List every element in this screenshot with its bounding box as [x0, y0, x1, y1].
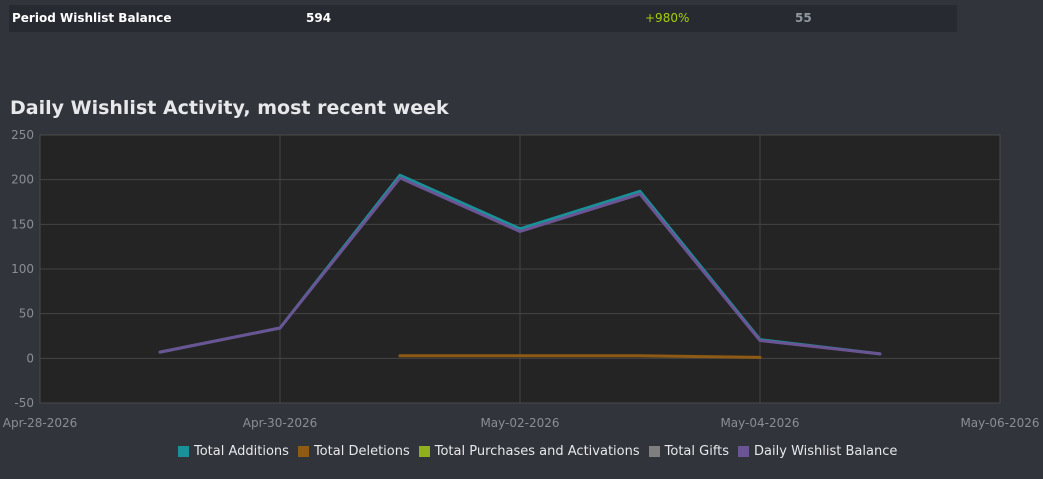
series-line-daily-wishlist-balance [158, 176, 882, 356]
legend-label: Total Gifts [664, 443, 730, 459]
y-tick-label: 250 [11, 128, 34, 142]
legend-swatch [178, 445, 189, 457]
summary-change: +980% [645, 11, 690, 25]
legend-swatch [297, 445, 309, 457]
summary-row-period-wishlist-balance: Period Wishlist Balance 594 +980% 55 [9, 5, 957, 32]
y-tick-label: 0 [26, 351, 34, 365]
legend-item-total-deletions[interactable]: Total Deletions [297, 443, 410, 459]
y-tick-label: 150 [11, 217, 34, 231]
summary-value: 594 [306, 11, 332, 25]
x-tick-label: Apr-28-2026 [3, 416, 77, 430]
series-line-total-deletions [398, 354, 762, 359]
x-tick-label: May-04-2026 [720, 416, 799, 430]
y-tick-label: 100 [11, 262, 34, 276]
summary-extra: 55 [795, 11, 812, 25]
summary-label: Period Wishlist Balance [12, 11, 172, 25]
legend-item-daily-wishlist-balance[interactable]: Daily Wishlist Balance [738, 444, 897, 459]
x-tick-label: May-06-2026 [960, 416, 1039, 430]
y-tick-label: 50 [19, 307, 34, 321]
chart-legend: Total Additions Total Deletions Total Purc… [178, 440, 906, 462]
legend-label: Total Deletions [313, 443, 410, 459]
legend-label: Total Purchases and Activations [434, 443, 640, 459]
legend-swatch [738, 445, 750, 457]
y-tick-label: 200 [11, 173, 34, 187]
legend-swatch [648, 445, 660, 457]
legend-item-total-purchases-and-activations[interactable]: Total Purchases and Activations [418, 443, 640, 459]
legend-label: Daily Wishlist Balance [754, 443, 898, 459]
legend-item-total-gifts[interactable]: Total Gifts [648, 443, 730, 459]
legend-item-total-additions[interactable]: Total Additions [178, 444, 289, 459]
chart-title: Daily Wishlist Activity, most recent wee… [10, 97, 449, 119]
y-tick-label: -50 [14, 396, 34, 410]
x-tick-label: May-02-2026 [480, 416, 559, 430]
legend-label: Total Additions [194, 443, 289, 459]
legend-swatch [418, 445, 430, 457]
x-tick-label: Apr-30-2026 [243, 416, 317, 430]
